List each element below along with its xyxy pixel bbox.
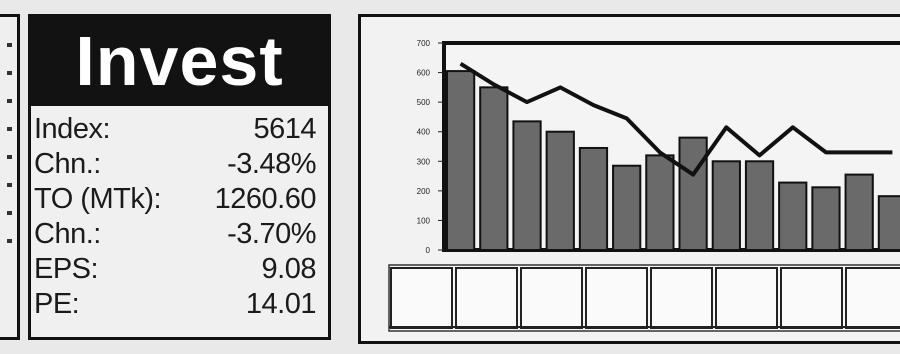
sub-panel-cell xyxy=(650,267,713,329)
sub-panel-cell xyxy=(520,267,583,329)
tick-mark xyxy=(7,99,12,103)
y-tick-label: 400 xyxy=(417,128,431,137)
y-tick-label: 200 xyxy=(417,187,431,196)
chart-panel: 0 100 200 300 400 500 600 700 xyxy=(358,14,900,344)
stat-row-pe: PE: 14.01 xyxy=(34,288,317,322)
sub-panel-cell xyxy=(780,267,843,329)
stat-row-index: Index: 5614 xyxy=(34,113,316,147)
bar xyxy=(744,160,775,252)
y-tick-label: 100 xyxy=(417,216,431,225)
sub-panel-cell xyxy=(390,267,453,329)
stat-value: 9.08 xyxy=(261,253,317,285)
invest-panel: Invest Index: 5614 Chn.: -3.48% TO (MTk)… xyxy=(28,14,331,340)
tick-mark xyxy=(7,155,12,159)
bar xyxy=(479,86,509,251)
bar xyxy=(545,130,575,251)
tick-mark xyxy=(7,127,12,131)
bar xyxy=(512,120,542,251)
bar xyxy=(877,195,900,251)
bar xyxy=(578,146,609,252)
stat-value: -3.48% xyxy=(227,148,316,180)
stat-row-change: Chn.: -3.48% xyxy=(34,148,316,182)
y-tick-label: 300 xyxy=(417,157,431,166)
stat-value: 5614 xyxy=(253,113,316,145)
tick-mark xyxy=(7,71,12,75)
bar xyxy=(645,154,675,251)
stat-row-turnover: TO (MTk): 1260.60 xyxy=(34,183,317,217)
y-tick-label: 600 xyxy=(417,69,431,78)
stat-label: TO (MTk): xyxy=(34,183,162,215)
tick-mark xyxy=(7,239,12,243)
tick-mark xyxy=(7,43,12,47)
y-tick-label: 0 xyxy=(426,246,431,255)
stat-value: 14.01 xyxy=(245,288,317,320)
bar xyxy=(711,160,741,252)
bar xyxy=(844,173,874,251)
bar xyxy=(445,70,476,252)
tick-mark xyxy=(7,211,12,215)
bar xyxy=(778,181,808,252)
stat-label: EPS: xyxy=(34,253,99,285)
sub-panel-cell xyxy=(845,267,900,329)
left-panel-fragment xyxy=(0,14,20,340)
stat-label: Chn.: xyxy=(34,148,101,180)
sub-panel-cell xyxy=(585,267,648,329)
stat-value: -3.70% xyxy=(227,218,316,250)
sub-panel-cell xyxy=(455,267,518,329)
stat-value: 1260.60 xyxy=(214,183,317,215)
invest-title: Invest xyxy=(31,17,328,106)
stat-label: PE: xyxy=(34,288,80,320)
bar xyxy=(811,186,841,252)
stat-label: Chn.: xyxy=(34,218,101,250)
bar xyxy=(678,136,708,251)
stat-row-turnover-change: Chn.: -3.70% xyxy=(34,218,316,252)
tick-mark xyxy=(7,183,12,187)
y-tick-label: 700 xyxy=(417,39,431,48)
stat-row-eps: EPS: 9.08 xyxy=(34,253,317,287)
bar xyxy=(612,164,642,252)
sub-panel-cell xyxy=(715,267,778,329)
trend-line xyxy=(459,62,893,177)
index-chart: 0 100 200 300 400 500 600 700 xyxy=(388,39,900,332)
stat-label: Index: xyxy=(34,113,111,145)
y-tick-label: 500 xyxy=(417,98,431,107)
